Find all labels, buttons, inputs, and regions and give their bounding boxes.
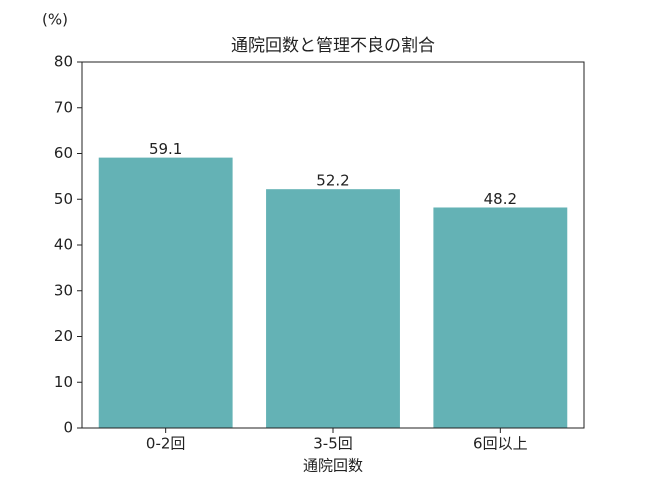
bar [433, 207, 568, 428]
data-label: 59.1 [149, 140, 182, 158]
y-tick-label: 50 [54, 190, 73, 208]
x-axis-label: 通院回数 [303, 457, 363, 475]
y-tick-label: 60 [54, 144, 73, 162]
x-tick-label: 0-2回 [146, 435, 186, 453]
bar [98, 157, 233, 428]
x-tick-label: 6回以上 [473, 435, 528, 453]
plot-frame [81, 61, 585, 429]
y-tick-label: 10 [54, 373, 73, 391]
y-tick-label: 80 [54, 53, 73, 71]
y-tick-label: 70 [54, 98, 73, 116]
data-label: 52.2 [316, 172, 349, 190]
data-label: 48.2 [484, 190, 517, 208]
y-axis-label: (%) [42, 11, 68, 29]
x-tick-label: 3-5回 [313, 435, 353, 453]
y-tick-label: 40 [54, 236, 73, 254]
y-tick-label: 30 [54, 281, 73, 299]
y-tick-label: 0 [63, 419, 73, 437]
bar [266, 189, 400, 428]
chart-title: 通院回数と管理不良の割合 [231, 36, 435, 56]
y-tick-label: 20 [54, 327, 73, 345]
